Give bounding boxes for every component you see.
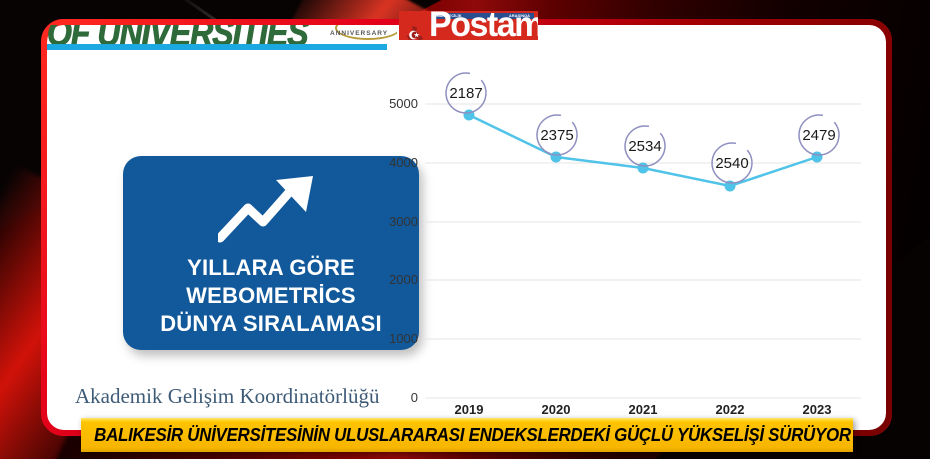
svg-text:2022: 2022 [716, 402, 745, 417]
svg-text:2000: 2000 [389, 272, 418, 287]
svg-text:2187: 2187 [449, 85, 482, 102]
svg-text:1000: 1000 [389, 331, 418, 346]
svg-text:2021: 2021 [629, 402, 658, 417]
svg-text:4000: 4000 [389, 155, 418, 170]
svg-text:2479: 2479 [802, 127, 835, 144]
svg-text:2375: 2375 [540, 127, 573, 144]
svg-text:2534: 2534 [628, 138, 661, 155]
svg-text:2019: 2019 [455, 402, 484, 417]
svg-text:0: 0 [411, 390, 418, 405]
svg-text:2020: 2020 [542, 402, 571, 417]
svg-text:3000: 3000 [389, 214, 418, 229]
svg-text:5000: 5000 [389, 96, 418, 111]
svg-text:2540: 2540 [715, 155, 748, 172]
svg-text:2023: 2023 [803, 402, 832, 417]
